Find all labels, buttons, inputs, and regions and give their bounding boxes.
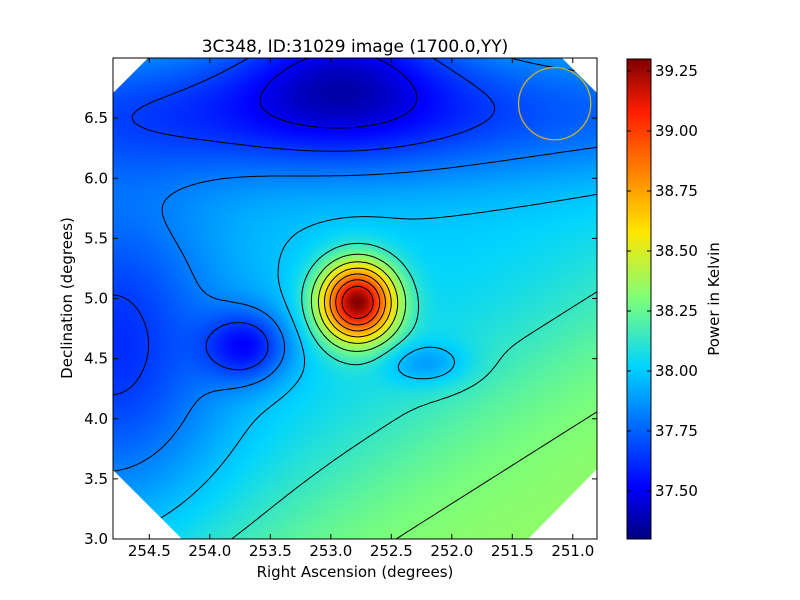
colorbar-tick-label: 38.50 — [655, 242, 698, 260]
contour-line — [341, 285, 374, 319]
colorbar-tick-label: 39.00 — [655, 122, 698, 140]
y-tick-label: 5.0 — [84, 290, 108, 308]
contour-line — [335, 279, 381, 326]
contour-line — [231, 242, 597, 539]
x-tick-label: 251.0 — [551, 542, 594, 560]
x-tick-label: 252.0 — [430, 542, 473, 560]
x-tick-label: 253.5 — [249, 542, 292, 560]
contour-line — [113, 58, 496, 396]
heatmap-image — [113, 58, 597, 539]
contour-line — [323, 267, 392, 338]
contour-lines — [113, 58, 597, 539]
colorbar-tick-label: 38.75 — [655, 182, 698, 200]
colorbar — [626, 58, 652, 540]
y-axis-label: Declination (degrees) — [58, 217, 76, 379]
colorbar-tick-label: 38.25 — [655, 302, 698, 320]
y-tick-label: 4.5 — [84, 350, 108, 368]
y-tick-label: 3.0 — [84, 530, 108, 548]
colorbar-tick-label: 37.75 — [655, 422, 698, 440]
y-tick-label: 3.5 — [84, 470, 108, 488]
y-axis-ticks: 3.0 3.5 4.0 4.5 5.0 5.5 6.0 6.5 — [84, 109, 597, 548]
colorbar-label: Power in Kelvin — [705, 242, 723, 356]
y-tick-label: 6.5 — [84, 109, 108, 127]
beam-marker — [517, 66, 592, 141]
colorbar-ticks: 37.50 37.75 38.00 38.25 38.50 38.75 39.00 39.25 — [627, 62, 698, 500]
y-tick-label: 6.0 — [84, 169, 108, 187]
x-tick-label: 252.5 — [370, 542, 413, 560]
contour-line — [317, 261, 399, 344]
contour-line — [259, 58, 418, 129]
colorbar-tick-label: 37.50 — [655, 482, 698, 500]
contour-line — [113, 193, 597, 539]
y-tick-label: 5.5 — [84, 229, 108, 247]
colorbar-tick-label: 39.25 — [655, 62, 698, 80]
x-tick-label: 253.0 — [309, 542, 352, 560]
x-axis-ticks: 254.5 254.0 253.5 253.0 252.5 252.0 251.5 251.0 — [128, 58, 594, 560]
x-tick-label: 254.0 — [188, 542, 231, 560]
colorbar-tick-label: 38.00 — [655, 362, 698, 380]
x-tick-label: 254.5 — [128, 542, 171, 560]
x-axis-label: Right Ascension (degrees) — [257, 563, 454, 581]
contour-line — [329, 273, 386, 332]
chart-title: 3C348, ID:31029 image (1700.0,YY) — [202, 37, 509, 57]
x-tick-label: 251.5 — [491, 542, 534, 560]
contour-line — [310, 253, 597, 539]
y-tick-label: 4.0 — [84, 410, 108, 428]
